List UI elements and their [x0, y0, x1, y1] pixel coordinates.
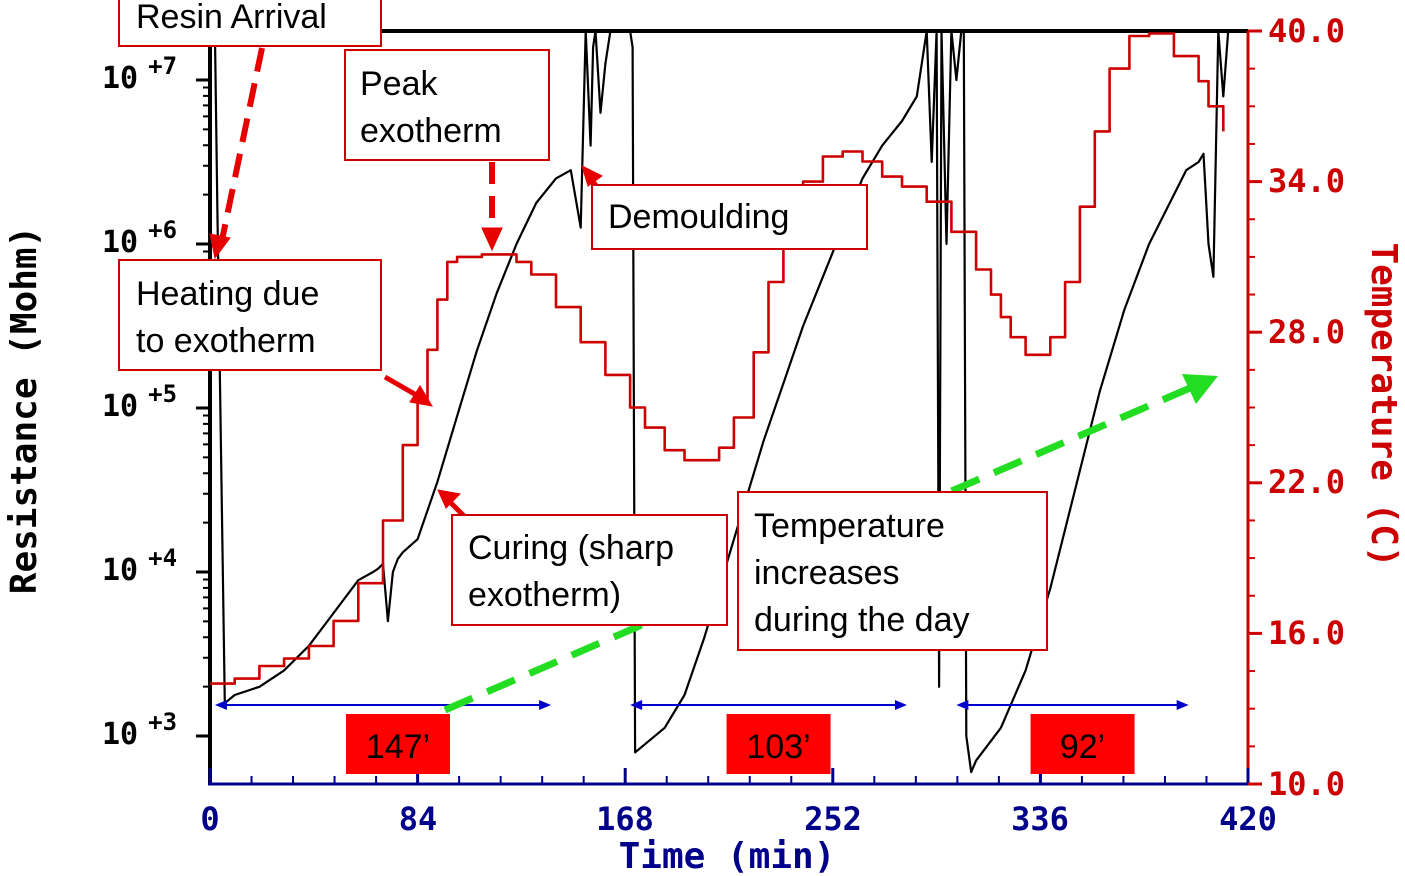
- y-axis-title: Resistance (Mohm): [4, 226, 45, 594]
- y2-tick-label-34: 34.0: [1268, 162, 1345, 200]
- temp-increase-label-2: increases: [754, 554, 900, 592]
- curing-label-2: exotherm): [468, 576, 621, 614]
- demoulding-label: Demoulding: [608, 198, 789, 236]
- temperature-series-line: [210, 32, 1225, 685]
- cycle-duration-label: 147’: [366, 728, 430, 766]
- heating-label-2: to exotherm: [136, 322, 316, 360]
- x-tick-label-420: 420: [1219, 800, 1277, 838]
- y2-tick-label-40: 40.0: [1268, 12, 1345, 50]
- cycle-interval-2: 103’: [630, 700, 907, 774]
- y2-tick-label-16: 16.0: [1268, 614, 1345, 652]
- x-tick-label-0: 0: [200, 800, 219, 838]
- y-tick-label-1e5: 10 +5: [102, 380, 177, 424]
- interval-arrowhead-right: [894, 700, 907, 710]
- y-tick-label-1e6: 10 +6: [102, 216, 177, 260]
- y-tick-exp: +4: [148, 544, 177, 572]
- interval-arrowhead-left: [214, 700, 227, 710]
- heating-label-1: Heating due: [136, 275, 319, 313]
- interval-arrowhead-right: [1176, 700, 1189, 710]
- peak-exotherm-label-2: exotherm: [360, 112, 502, 150]
- cycle-duration-label: 103’: [746, 728, 810, 766]
- y-tick-exp: +3: [148, 708, 177, 736]
- y-tick-base: 10: [102, 717, 138, 752]
- x-tick-label-252: 252: [804, 800, 862, 838]
- heating-arrow: [383, 374, 420, 399]
- y-tick-exp: +7: [148, 52, 177, 80]
- heating-box: [118, 259, 382, 371]
- y2-axis-title: Temperature (C): [1363, 242, 1404, 567]
- x-tick-label-336: 336: [1011, 800, 1069, 838]
- x-tick-label-168: 168: [596, 800, 654, 838]
- y-tick-exp: +6: [148, 216, 177, 244]
- x-tick-label-84: 84: [399, 800, 438, 838]
- cycle-interval-1: 147’: [214, 700, 552, 774]
- temp-increase-label-1: Temperature: [754, 507, 945, 545]
- y2-tick-label-28: 28.0: [1268, 313, 1345, 351]
- y2-tick-label-22: 22.0: [1268, 463, 1345, 501]
- interval-arrowhead-left: [630, 700, 643, 710]
- cycle-interval-3: 92’: [956, 700, 1189, 774]
- y-tick-label-1e7: 10 +7: [102, 52, 177, 96]
- temp-increase-label-3: during the day: [754, 601, 970, 639]
- interval-arrowhead-right: [539, 700, 552, 710]
- y-tick-label-1e4: 10 +4: [102, 544, 177, 588]
- peak-exotherm-box: [344, 49, 550, 161]
- cycle-duration-badge: [1030, 714, 1135, 774]
- y2-tick-label-10: 10.0: [1268, 765, 1345, 803]
- annotation-arrows: [209, 47, 609, 520]
- cycle-duration-badge: [346, 714, 450, 774]
- peak-exotherm-label-1: Peak: [360, 65, 438, 103]
- cycle-duration-badge: [726, 714, 831, 774]
- y-tick-base: 10: [102, 61, 138, 96]
- interval-arrowhead-left: [956, 700, 969, 710]
- resin-arrival-label: Resin Arrival: [136, 0, 327, 36]
- curing-box: [451, 514, 728, 626]
- y-tick-base: 10: [102, 553, 138, 588]
- temperature-trend-arrow: [443, 374, 1218, 714]
- cycle-duration-label: 92’: [1060, 728, 1105, 766]
- demoulding-box: [591, 184, 868, 250]
- y-tick-base: 10: [102, 225, 138, 260]
- y-tick-label-1e3: 10 +3: [102, 708, 177, 752]
- resistance-series-line: [210, 29, 1230, 774]
- temp-increase-box: [737, 491, 1048, 651]
- y-tick-base: 10: [102, 389, 138, 424]
- x-axis-title: Time (min): [619, 836, 836, 876]
- y-tick-exp: +5: [148, 380, 177, 408]
- curing-label-1: Curing (sharp: [468, 529, 674, 567]
- resin-arrival-box: [118, 0, 382, 47]
- resin-arrival-arrow: [219, 47, 265, 241]
